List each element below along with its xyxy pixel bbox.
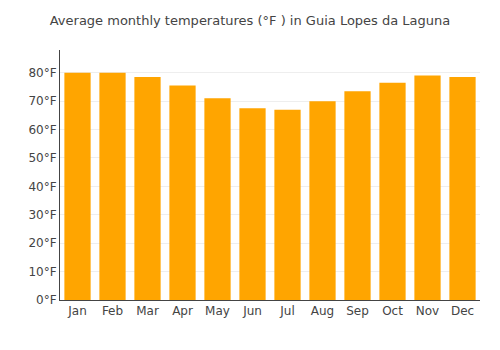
svg-text:80°F: 80°F <box>28 66 56 80</box>
svg-text:Jul: Jul <box>279 304 294 318</box>
svg-text:20°F: 20°F <box>28 236 56 250</box>
svg-text:70°F: 70°F <box>28 94 56 108</box>
svg-text:Aug: Aug <box>311 304 334 318</box>
svg-text:30°F: 30°F <box>28 208 56 222</box>
svg-text:60°F: 60°F <box>28 123 56 137</box>
svg-text:Apr: Apr <box>172 304 193 318</box>
svg-text:Nov: Nov <box>416 304 439 318</box>
svg-text:Feb: Feb <box>102 304 123 318</box>
svg-text:Sep: Sep <box>346 304 369 318</box>
svg-text:Jan: Jan <box>67 304 87 318</box>
svg-text:Oct: Oct <box>382 304 403 318</box>
svg-text:Mar: Mar <box>136 304 159 318</box>
svg-text:May: May <box>205 304 230 318</box>
svg-text:0°F: 0°F <box>36 293 57 307</box>
svg-text:Average monthly temperatures (: Average monthly temperatures (°F ) in Gu… <box>50 13 451 28</box>
svg-text:50°F: 50°F <box>28 151 56 165</box>
svg-text:40°F: 40°F <box>28 180 56 194</box>
svg-text:Jun: Jun <box>242 304 262 318</box>
svg-text:10°F: 10°F <box>28 265 56 279</box>
svg-text:Dec: Dec <box>451 304 474 318</box>
